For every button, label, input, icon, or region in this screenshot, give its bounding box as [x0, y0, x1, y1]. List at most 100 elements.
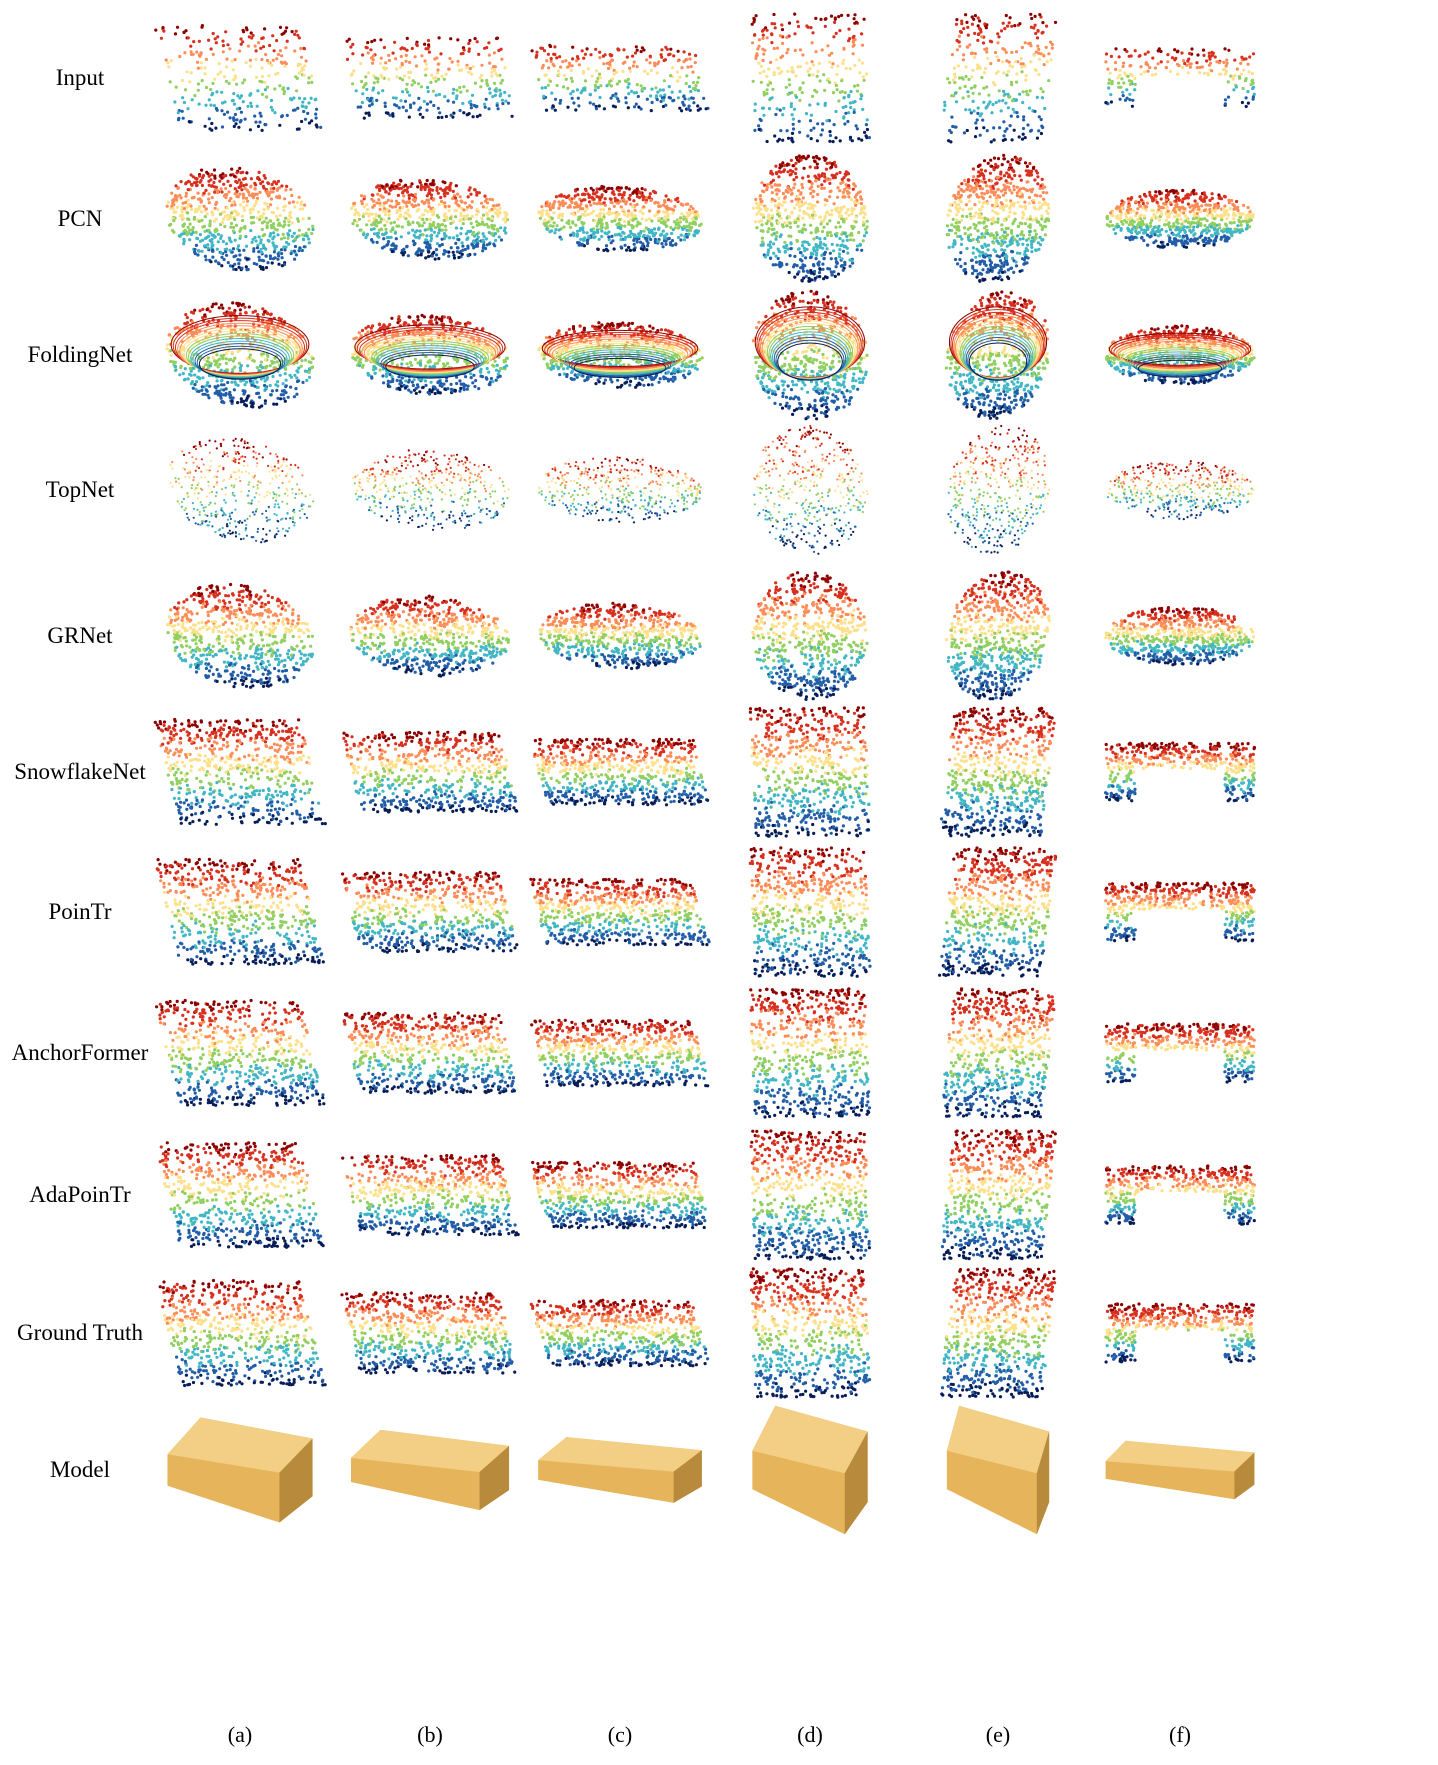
- point-cloud: [155, 998, 326, 1107]
- figure-cell: [905, 699, 1091, 845]
- model-mesh: [167, 1417, 313, 1523]
- point-cloud: [153, 717, 327, 826]
- cell-render: [749, 987, 872, 1119]
- cell-render: [352, 449, 510, 531]
- cell-render: [748, 846, 872, 978]
- figure-cell: [337, 699, 523, 845]
- point-cloud: [530, 1018, 710, 1088]
- cell-render: [942, 987, 1056, 1119]
- row-label: PCN: [0, 206, 160, 232]
- cell-render: [165, 301, 315, 409]
- point-cloud: [1104, 47, 1256, 109]
- point-cloud: [538, 456, 702, 524]
- figure-cell: [717, 1122, 903, 1268]
- cell-render: [538, 601, 702, 671]
- figure-cell: [527, 980, 713, 1126]
- point-cloud: [154, 24, 323, 132]
- point-cloud: [158, 1141, 325, 1249]
- point-cloud: [352, 449, 510, 531]
- cell-render: [342, 730, 519, 814]
- figure-cell: [905, 1122, 1091, 1268]
- row-label: Ground Truth: [0, 1320, 160, 1346]
- cell-render: [939, 706, 1056, 838]
- figure-cell: [1087, 1260, 1273, 1406]
- cell-render: [1104, 741, 1256, 803]
- point-cloud: [750, 12, 871, 144]
- cell-render: [1104, 1022, 1256, 1084]
- column-label: (e): [958, 1722, 1038, 1748]
- figure-cell: [337, 146, 523, 292]
- cell-render: [1104, 47, 1256, 109]
- cell-render: [154, 24, 323, 132]
- model-side: [479, 1445, 510, 1511]
- row-label: SnowflakeNet: [0, 759, 160, 785]
- point-cloud: [1104, 881, 1256, 943]
- figure-cell: [1087, 1122, 1273, 1268]
- cell-render: [947, 424, 1051, 554]
- row-label: PoinTr: [0, 899, 160, 925]
- figure-cell: [1087, 417, 1273, 563]
- cell-render: [1104, 881, 1256, 943]
- point-cloud: [749, 1267, 872, 1399]
- column-label: (a): [200, 1722, 280, 1748]
- cell-render: [342, 1011, 516, 1095]
- cell-render: [345, 36, 514, 120]
- cell-render: [1104, 324, 1256, 386]
- model-side: [844, 1431, 868, 1535]
- cell-render: [532, 737, 710, 807]
- model-roof: [350, 1429, 510, 1473]
- figure-cell: [1087, 146, 1273, 292]
- point-cloud: [345, 36, 514, 120]
- point-cloud: [944, 290, 1050, 420]
- cell-render: [155, 998, 326, 1107]
- cell-render: [1105, 1440, 1255, 1500]
- point-cloud: [751, 289, 869, 421]
- figure-cell: [527, 1122, 713, 1268]
- row-label: Model: [0, 1457, 160, 1483]
- cell-render: [537, 184, 703, 253]
- row-label: AdaPoinTr: [0, 1182, 160, 1208]
- cell-render: [945, 153, 1051, 283]
- cell-render: [940, 1129, 1057, 1261]
- cell-render: [538, 456, 702, 524]
- point-cloud: [155, 857, 325, 967]
- cell-render: [341, 870, 519, 954]
- model-mesh: [946, 1405, 1050, 1535]
- cell-render: [946, 1405, 1050, 1535]
- point-cloud: [1104, 606, 1256, 667]
- point-cloud: [165, 582, 315, 689]
- point-cloud: [349, 178, 510, 261]
- figure-cell: [1087, 1397, 1273, 1543]
- point-cloud: [944, 570, 1051, 701]
- figure-cell: [1087, 5, 1273, 151]
- cell-render: [751, 571, 869, 701]
- model-mesh: [350, 1429, 510, 1511]
- cell-render: [938, 846, 1058, 978]
- figure-cell: [337, 1397, 523, 1543]
- figure-cell: [527, 417, 713, 563]
- point-cloud: [1104, 324, 1256, 386]
- column-label: (f): [1140, 1722, 1220, 1748]
- figure-cell: [147, 282, 333, 428]
- column-label: (d): [770, 1722, 850, 1748]
- point-cloud: [938, 846, 1058, 978]
- cell-render: [158, 1278, 327, 1388]
- cell-render: [537, 321, 704, 389]
- model-roof: [946, 1405, 1050, 1474]
- figure-cell: [905, 980, 1091, 1126]
- column-label: (c): [580, 1722, 660, 1748]
- cell-render: [750, 12, 871, 144]
- figure-cell: [147, 699, 333, 845]
- point-cloud: [538, 601, 702, 671]
- point-cloud: [749, 987, 872, 1119]
- figure-cell: [717, 699, 903, 845]
- cell-render: [1105, 188, 1255, 249]
- figure-cell: [527, 839, 713, 985]
- figure-cell: [1087, 839, 1273, 985]
- point-cloud: [1104, 741, 1256, 803]
- figure-cell: [717, 563, 903, 709]
- figure-cell: [527, 1397, 713, 1543]
- point-cloud: [940, 1129, 1057, 1261]
- point-cloud: [939, 706, 1056, 838]
- cell-render: [349, 594, 511, 678]
